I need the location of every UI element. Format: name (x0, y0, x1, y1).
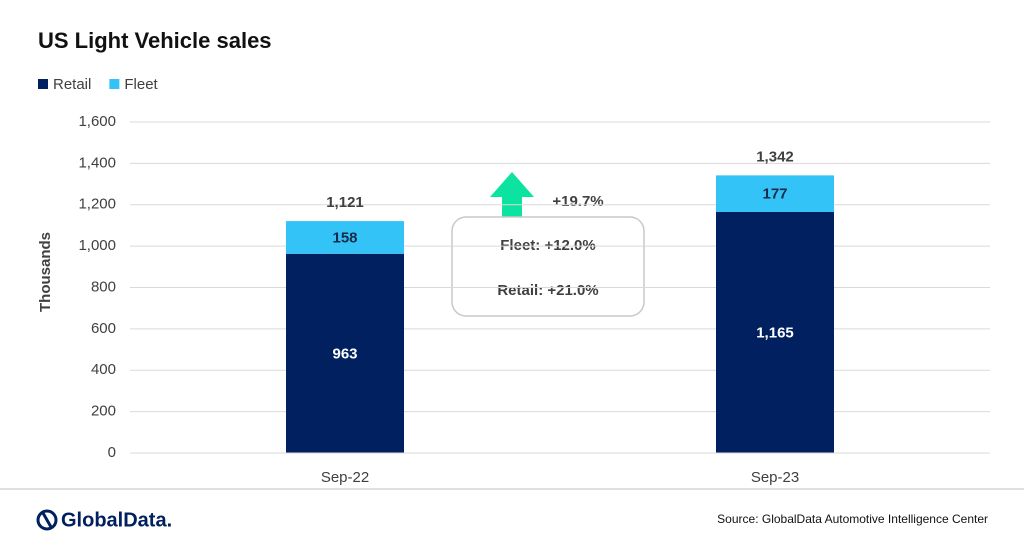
legend-swatch (109, 79, 120, 89)
logo-icon-stroke (41, 512, 53, 528)
y-tick-label: 600 (91, 320, 116, 337)
bar-segment (716, 175, 834, 212)
change-box (451, 216, 645, 317)
legend-swatch (38, 79, 48, 89)
logo-icon (36, 509, 58, 531)
chart-title: US Light Vehicle sales (38, 28, 272, 53)
retail-change: Retail: +21.0% (497, 282, 598, 299)
source: Source: GlobalData Automotive Intelligen… (717, 512, 988, 526)
fleet-change: Fleet: +12.0% (500, 237, 595, 254)
legend: Retail Fleet (38, 76, 159, 93)
y-tick-label: 1,200 (78, 196, 116, 213)
y-tick-label: 200 (91, 403, 116, 420)
y-tick-label: 1,600 (78, 113, 116, 130)
up-arrow (490, 172, 534, 218)
total-change: +19.7% (552, 193, 603, 210)
bar-segment (286, 253, 404, 453)
y-axis-label: Thousands (37, 232, 54, 312)
total-label: 1,121 (326, 194, 364, 211)
data-label: 963 (332, 345, 357, 362)
logo-text: GlobalData. (61, 509, 172, 531)
legend-label: Fleet (124, 76, 158, 93)
logo: GlobalData. (36, 509, 172, 531)
y-tick-label: 1,000 (78, 237, 116, 254)
bar-segment (286, 221, 404, 254)
x-tick-label: Sep-23 (751, 469, 799, 486)
data-label: 1,165 (756, 324, 794, 341)
total-label: 1,342 (756, 148, 794, 165)
y-tick-label: 0 (108, 444, 116, 461)
y-tick-label: 800 (91, 278, 116, 295)
data-label: 158 (332, 229, 357, 246)
legend-label: Retail (53, 76, 91, 93)
data-label: 177 (762, 186, 787, 203)
x-tick-label: Sep-22 (321, 469, 369, 486)
y-tick-label: 400 (91, 361, 116, 378)
bar-segment (716, 211, 834, 453)
y-tick-label: 1,400 (78, 154, 116, 171)
